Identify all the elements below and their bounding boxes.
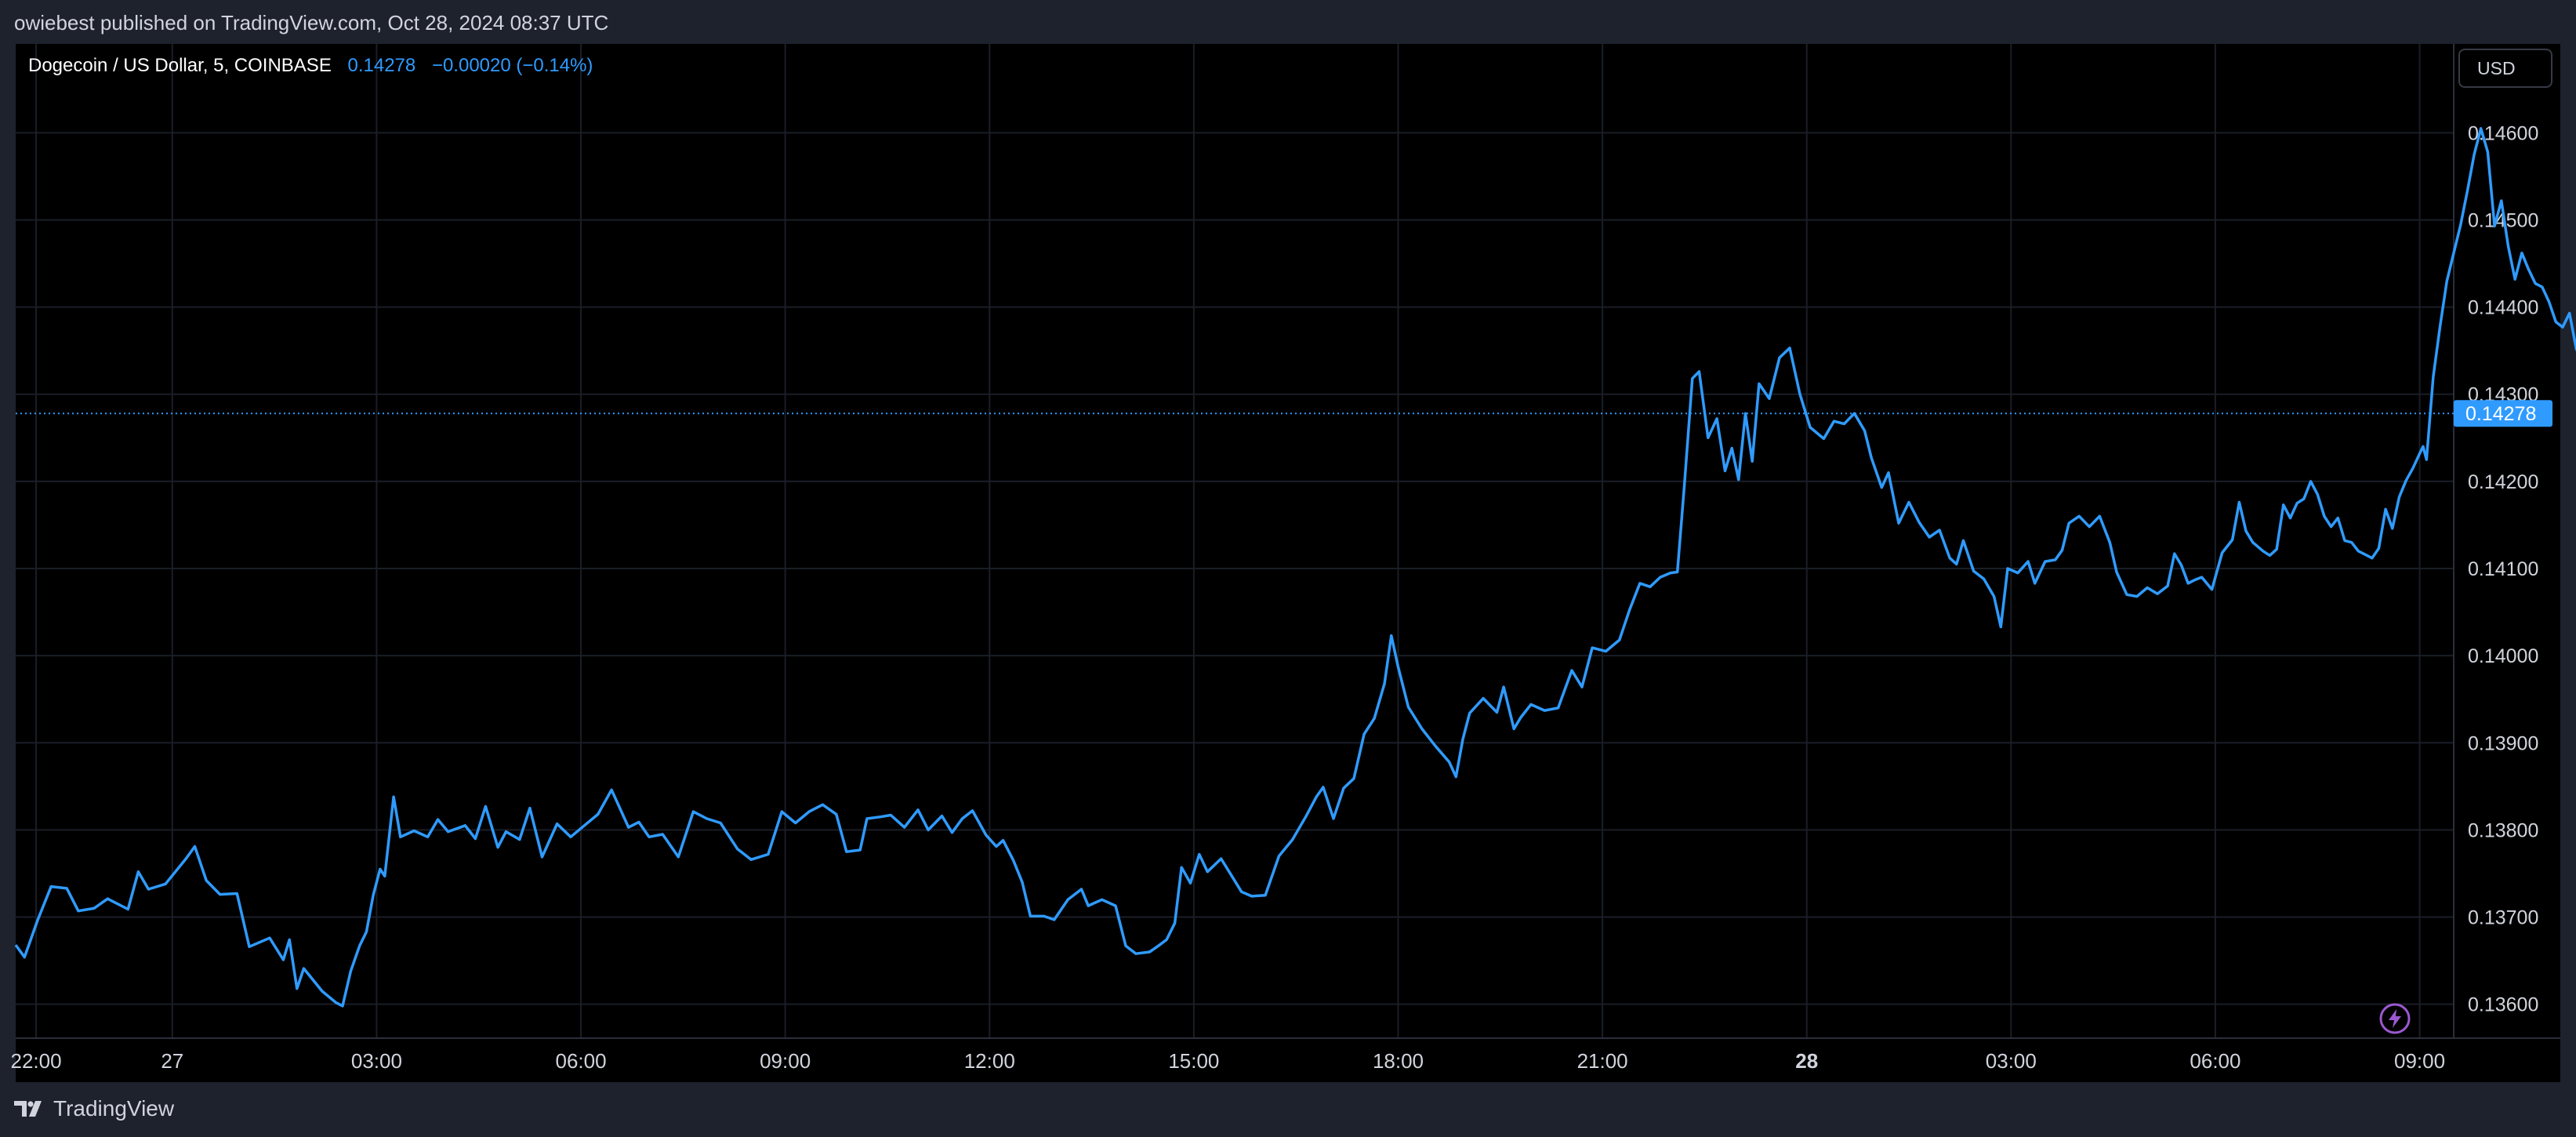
time-tick-label: 15:00: [1168, 1049, 1219, 1073]
price-series-line: [14, 127, 2576, 1008]
time-tick-label: 21:00: [1577, 1049, 1628, 1073]
time-axis: 22:00 27 03:00 06:00 09:00 12:00 15:00 18:00 21:…: [11, 1049, 2446, 1073]
legend-last-price: 0.14278: [347, 55, 416, 76]
legend-change: −0.00020 (−0.14%): [431, 55, 593, 76]
price-axis: 0.146000.145000.144000.143000.142000.141…: [2468, 122, 2538, 1015]
time-tick-label: 12:00: [964, 1049, 1015, 1073]
attribution-bar: owiebest published on TradingView.com, O…: [0, 0, 2576, 44]
time-tick-label: 28: [1795, 1049, 1818, 1073]
time-tick-label: 06:00: [2190, 1049, 2240, 1073]
price-tick-label: 0.14400: [2468, 297, 2538, 319]
time-tick-label: 09:00: [760, 1049, 811, 1073]
price-tick-label: 0.14000: [2468, 645, 2538, 667]
price-tick-label: 0.13700: [2468, 907, 2538, 929]
symbol-legend: Dogecoin / US Dollar, 5, COINBASE 0.1427…: [28, 55, 593, 77]
price-tick-label: 0.13600: [2468, 994, 2538, 1016]
time-tick-label: 03:00: [351, 1049, 402, 1073]
currency-button[interactable]: USD: [2458, 49, 2552, 88]
last-price-tag: 0.14278: [2454, 400, 2552, 427]
chart-pane[interactable]: [16, 44, 2560, 1082]
tradingview-brand[interactable]: TradingView: [14, 1096, 174, 1121]
footer-bar: TradingView: [0, 1082, 2576, 1137]
price-tick-label: 0.13800: [2468, 819, 2538, 841]
lightning-icon[interactable]: [2378, 1002, 2411, 1035]
price-tick-label: 0.14200: [2468, 471, 2538, 493]
tradingview-logo-icon: [14, 1101, 42, 1117]
price-chart[interactable]: 0.146000.145000.144000.143000.142000.141…: [0, 0, 2576, 1082]
legend-symbol: Dogecoin / US Dollar, 5, COINBASE: [28, 55, 332, 76]
last-price-tag-bg: [2454, 400, 2552, 427]
price-tick-label: 0.14100: [2468, 558, 2538, 580]
price-tick-label: 0.13900: [2468, 732, 2538, 754]
time-tick-label: 27: [161, 1049, 183, 1073]
last-price-tag-label: 0.14278: [2465, 403, 2536, 425]
time-tick-label: 22:00: [11, 1049, 62, 1073]
price-axis-separator: [16, 44, 2560, 1039]
attribution-text: owiebest published on TradingView.com, O…: [14, 11, 609, 35]
time-tick-label: 06:00: [555, 1049, 606, 1073]
currency-label: USD: [2477, 57, 2516, 78]
time-tick-label: 09:00: [2394, 1049, 2445, 1073]
chart-grid: [16, 44, 2454, 1038]
brand-name: TradingView: [53, 1096, 175, 1121]
time-tick-label: 03:00: [1986, 1049, 2037, 1073]
time-tick-label: 18:00: [1373, 1049, 1424, 1073]
